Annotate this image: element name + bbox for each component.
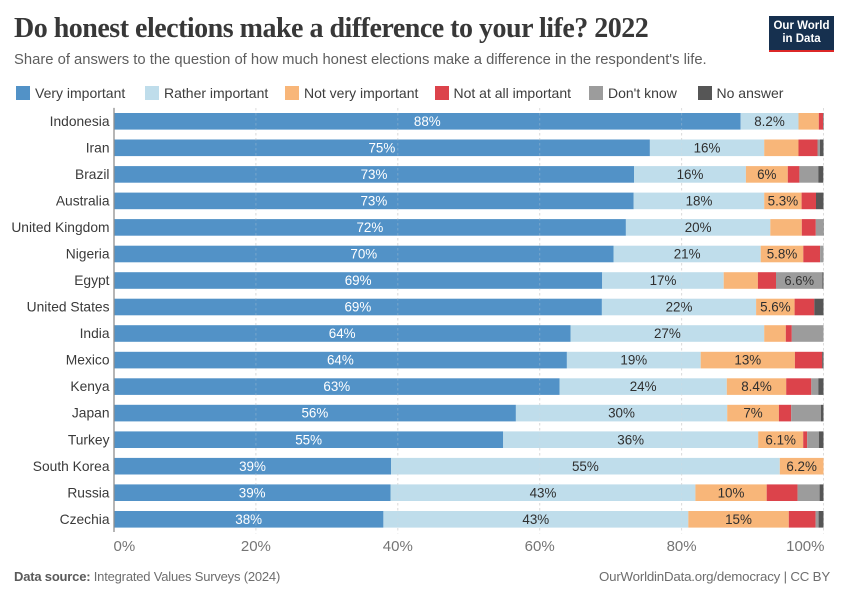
svg-text:Brazil: Brazil (75, 167, 110, 182)
svg-text:8.4%: 8.4% (741, 379, 772, 394)
svg-text:Czechia: Czechia (60, 512, 110, 527)
svg-text:0%: 0% (114, 538, 136, 555)
svg-text:6.6%: 6.6% (784, 273, 814, 288)
svg-text:39%: 39% (239, 485, 266, 500)
svg-text:64%: 64% (329, 326, 356, 341)
svg-text:40%: 40% (383, 538, 413, 555)
svg-text:6%: 6% (757, 167, 776, 182)
svg-text:60%: 60% (525, 538, 555, 555)
svg-text:13%: 13% (734, 353, 761, 368)
svg-text:India: India (80, 326, 110, 341)
svg-text:19%: 19% (620, 353, 647, 368)
svg-text:36%: 36% (617, 432, 644, 447)
svg-text:30%: 30% (608, 406, 635, 421)
svg-text:Turkey: Turkey (68, 432, 110, 447)
svg-text:Egypt: Egypt (74, 273, 109, 288)
svg-text:88%: 88% (414, 114, 441, 129)
svg-text:69%: 69% (344, 300, 371, 315)
svg-text:United Kingdom: United Kingdom (11, 220, 109, 235)
svg-text:27%: 27% (654, 326, 681, 341)
svg-text:64%: 64% (327, 353, 354, 368)
svg-text:10%: 10% (718, 485, 745, 500)
svg-text:73%: 73% (360, 194, 387, 209)
svg-text:39%: 39% (239, 459, 266, 474)
svg-text:Indonesia: Indonesia (50, 114, 110, 129)
svg-text:24%: 24% (630, 379, 657, 394)
svg-text:Iran: Iran (86, 140, 110, 155)
svg-text:5.6%: 5.6% (760, 300, 791, 315)
svg-text:22%: 22% (666, 300, 693, 315)
svg-text:Mexico: Mexico (66, 353, 110, 368)
svg-text:Japan: Japan (72, 406, 110, 421)
svg-text:20%: 20% (241, 538, 271, 555)
svg-text:55%: 55% (572, 459, 599, 474)
svg-text:Nigeria: Nigeria (66, 247, 110, 262)
svg-text:56%: 56% (301, 406, 328, 421)
svg-text:21%: 21% (674, 247, 701, 262)
svg-text:70%: 70% (350, 247, 377, 262)
svg-text:8.2%: 8.2% (754, 114, 785, 129)
svg-text:16%: 16% (694, 140, 721, 155)
svg-text:63%: 63% (323, 379, 350, 394)
svg-text:72%: 72% (356, 220, 383, 235)
svg-text:Kenya: Kenya (70, 379, 109, 394)
svg-text:43%: 43% (530, 485, 557, 500)
svg-text:69%: 69% (345, 273, 372, 288)
svg-text:7%: 7% (743, 406, 762, 421)
svg-text:5.8%: 5.8% (767, 247, 798, 262)
svg-text:80%: 80% (667, 538, 697, 555)
svg-text:18%: 18% (686, 194, 713, 209)
svg-text:5.3%: 5.3% (768, 194, 799, 209)
svg-text:South Korea: South Korea (33, 459, 110, 474)
svg-text:43%: 43% (522, 512, 549, 527)
svg-text:100%: 100% (786, 538, 824, 555)
svg-text:6.1%: 6.1% (765, 432, 796, 447)
svg-text:6.2%: 6.2% (786, 459, 817, 474)
svg-text:20%: 20% (685, 220, 712, 235)
svg-text:Australia: Australia (56, 194, 110, 209)
svg-text:75%: 75% (368, 140, 395, 155)
svg-text:38%: 38% (235, 512, 262, 527)
svg-text:United States: United States (27, 300, 110, 315)
svg-text:15%: 15% (725, 512, 752, 527)
svg-text:16%: 16% (677, 167, 704, 182)
svg-text:55%: 55% (295, 432, 322, 447)
svg-text:73%: 73% (361, 167, 388, 182)
svg-text:Russia: Russia (67, 485, 109, 500)
svg-text:17%: 17% (650, 273, 677, 288)
